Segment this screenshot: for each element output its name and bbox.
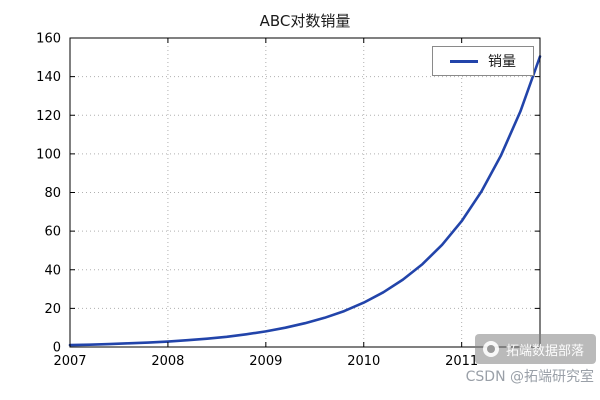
y-tick-label: 60 — [44, 225, 61, 240]
watermark-badge-text: 拓端数据部落 — [505, 343, 584, 359]
x-tick-label: 2008 — [151, 354, 184, 369]
y-tick-label: 140 — [36, 70, 61, 85]
x-tick-label: 2007 — [53, 354, 86, 369]
y-tick-label: 20 — [44, 302, 61, 317]
chart-title: ABC对数销量 — [259, 12, 351, 30]
watermark-badge: 拓端数据部落 — [474, 334, 596, 364]
chart-legend: 销量 — [432, 46, 534, 76]
series-line — [68, 55, 542, 347]
watermark-credit: CSDN @拓端研究室 — [465, 369, 594, 385]
plot-area — [70, 38, 540, 347]
watermark-logo-icon — [482, 341, 499, 357]
y-tick-label: 160 — [36, 32, 61, 47]
x-tick-label: 2009 — [249, 354, 282, 369]
x-tick-label: 2010 — [347, 354, 380, 369]
y-tick-label: 120 — [36, 109, 61, 124]
y-tick-label: 40 — [44, 263, 61, 278]
y-tick-label: 0 — [53, 341, 61, 356]
x-tick-label: 2011 — [445, 354, 478, 369]
legend-label: 销量 — [488, 54, 516, 70]
legend-line-sample-icon — [450, 59, 478, 63]
y-tick-label: 100 — [36, 147, 61, 162]
y-tick-label: 80 — [44, 186, 61, 201]
